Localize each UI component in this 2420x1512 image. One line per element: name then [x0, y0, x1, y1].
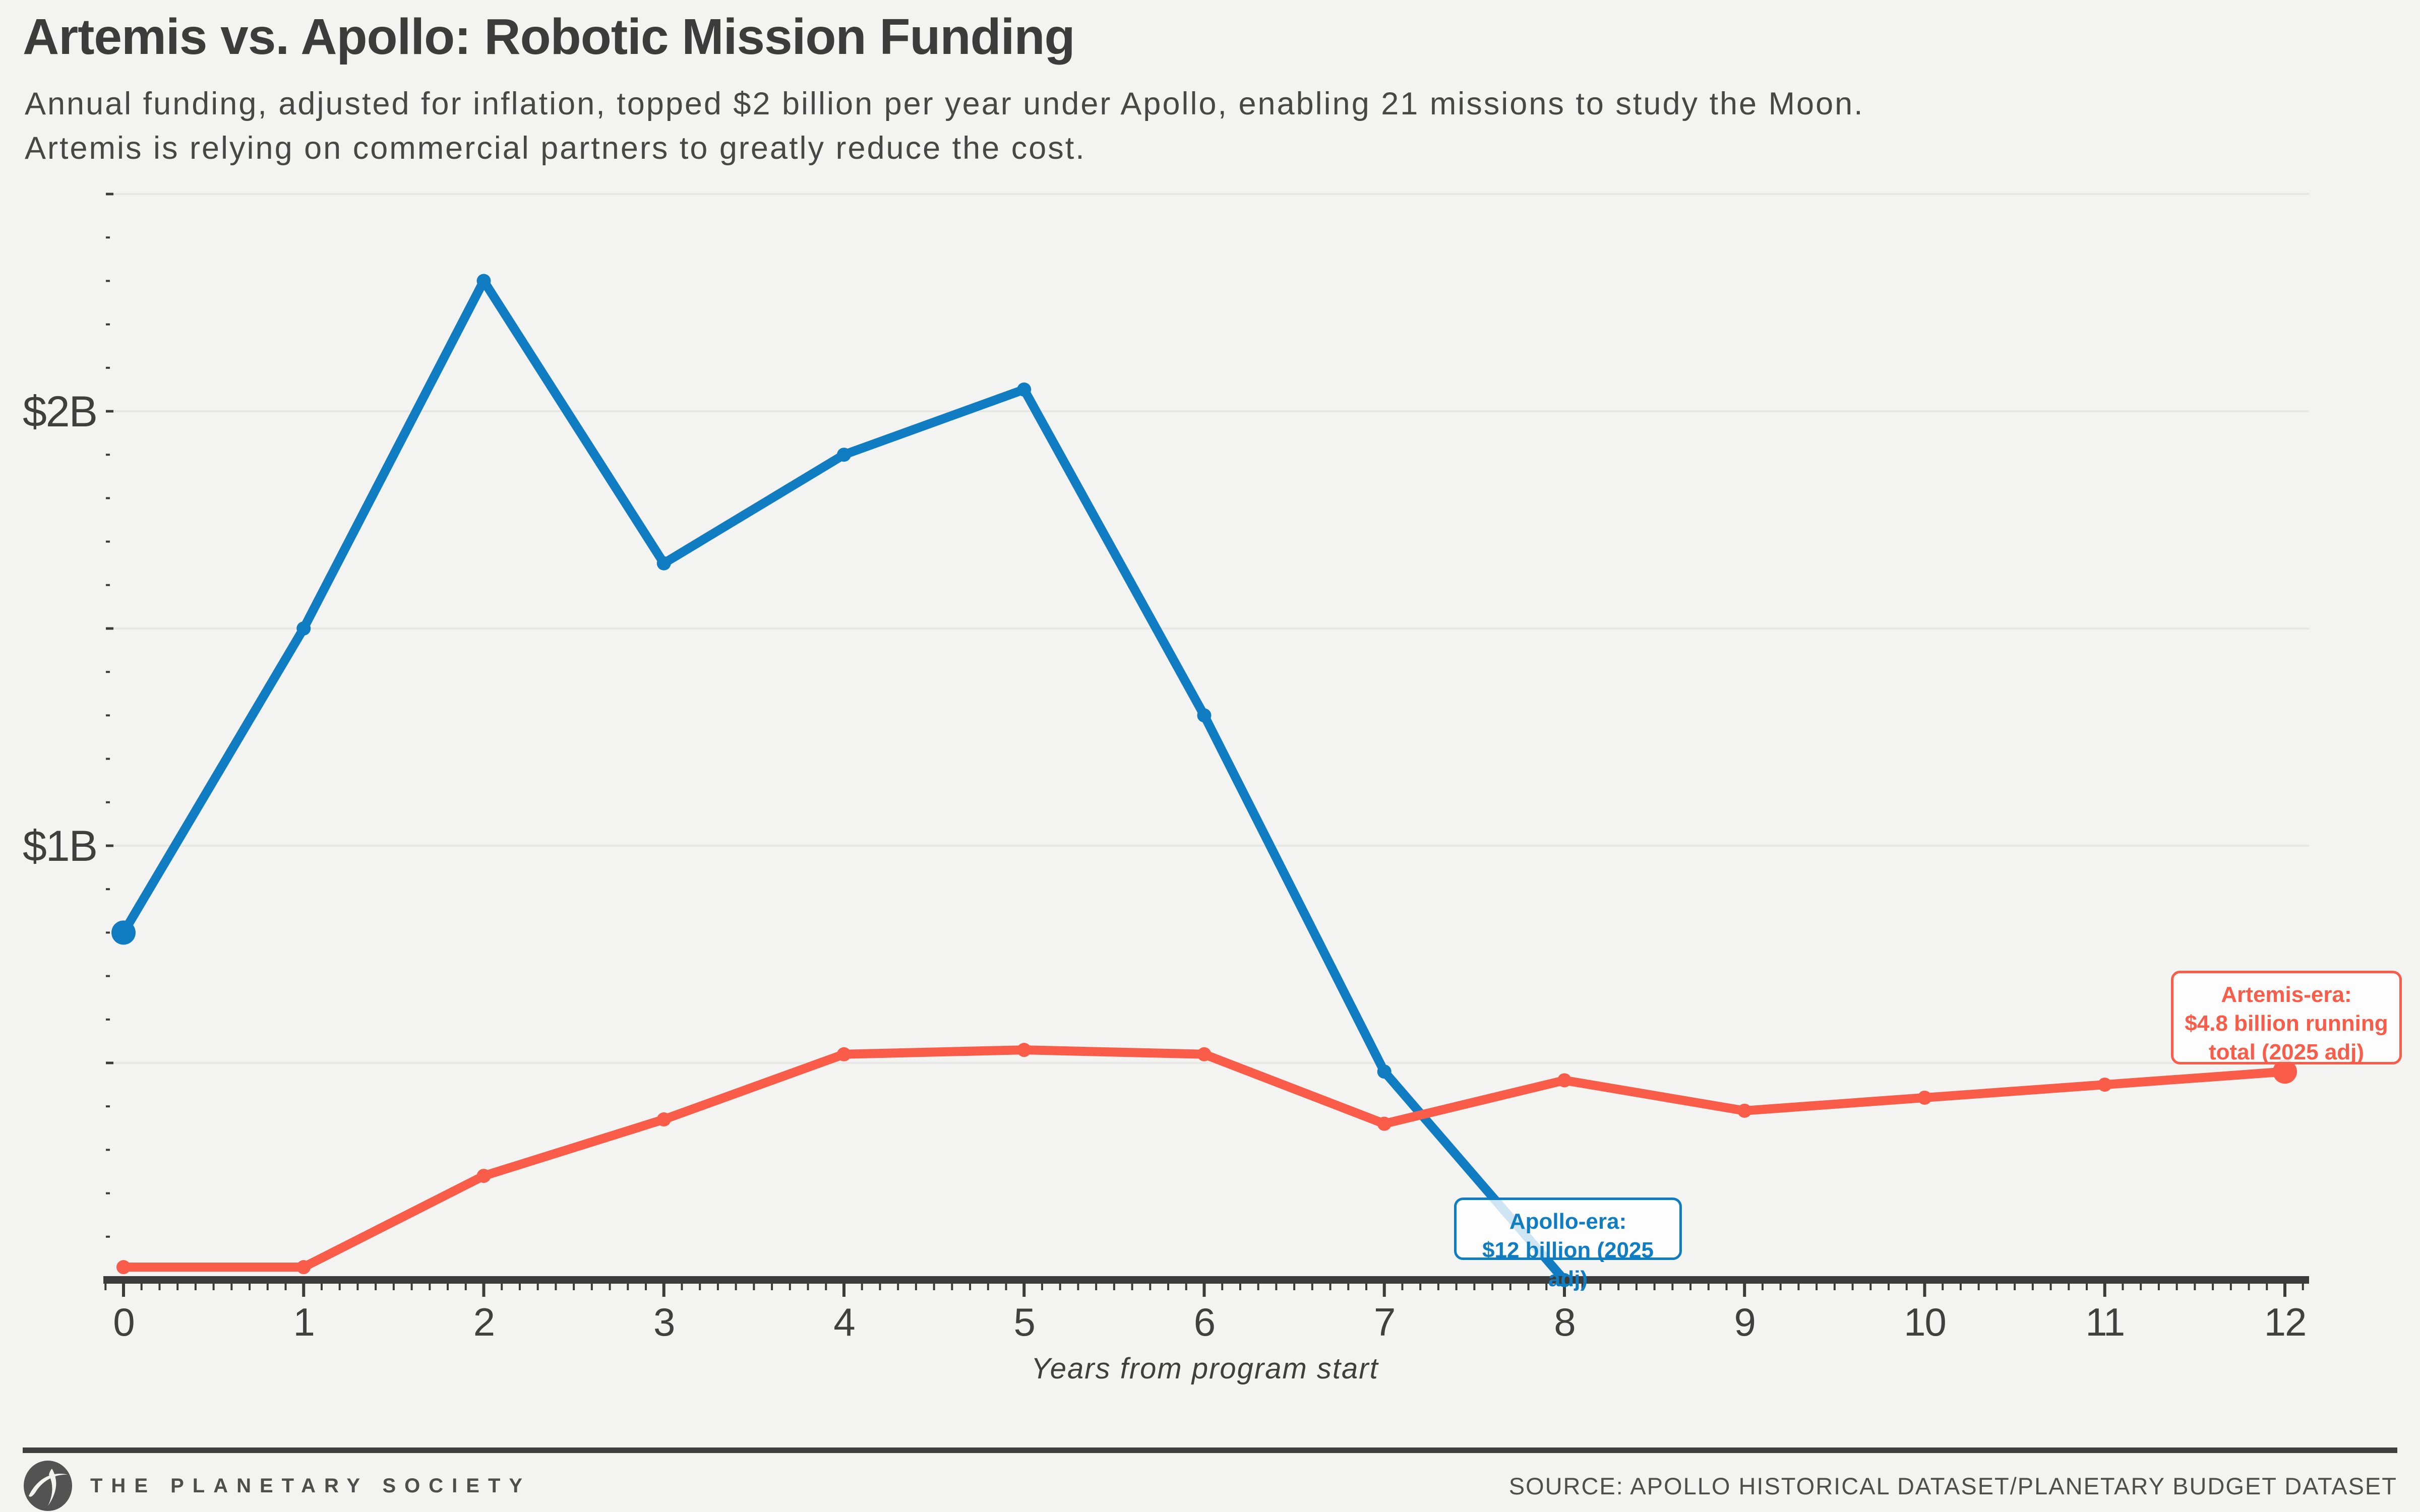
artemis-annotation-line-2: $4.8 billion running: [2185, 1011, 2388, 1036]
data-point-marker: [1017, 382, 1032, 397]
data-point-marker: [1197, 1047, 1212, 1061]
data-point-marker: [296, 621, 311, 636]
x-tick-label: 0: [113, 1300, 134, 1344]
subtitle-line-2: Artemis is relying on commercial partner…: [25, 131, 1086, 166]
subtitle-line-1: Annual funding, adjusted for inflation, …: [25, 86, 1864, 121]
apollo-annotation-line-1: Apollo-era:: [1509, 1209, 1627, 1234]
data-point-marker: [476, 1169, 491, 1183]
artemis-annotation-line-1: Artemis-era:: [2221, 982, 2352, 1007]
data-point-marker: [2273, 1059, 2297, 1084]
page-title: Artemis vs. Apollo: Robotic Mission Fund…: [23, 9, 1075, 65]
chart-subtitle: Annual funding, adjusted for inflation, …: [25, 82, 1864, 170]
data-point-marker: [1557, 1073, 1571, 1088]
x-tick-label: 4: [833, 1300, 855, 1344]
data-point-marker: [837, 1047, 851, 1061]
x-tick-label: 6: [1194, 1300, 1215, 1344]
data-point-marker: [1197, 708, 1212, 723]
x-tick-label: 12: [2264, 1300, 2306, 1344]
x-tick-label: 1: [293, 1300, 314, 1344]
data-point-marker: [476, 274, 491, 288]
y-tick-label: $2B: [23, 388, 97, 436]
brand-lockup: THE PLANETARY SOCIETY: [23, 1460, 531, 1512]
data-point-marker: [296, 1260, 311, 1275]
artemis-annotation-line-3: total (2025 adj): [2208, 1040, 2365, 1064]
source-attribution: SOURCE: APOLLO HISTORICAL DATASET/PLANET…: [1508, 1472, 2397, 1499]
footer: THE PLANETARY SOCIETY SOURCE: APOLLO HIS…: [23, 1460, 2397, 1512]
apollo-total-annotation: Apollo-era: $12 billion (2025 adj): [1454, 1198, 1682, 1291]
x-tick-label: 11: [2085, 1300, 2124, 1344]
x-tick-label: 5: [1014, 1300, 1035, 1344]
data-point-marker: [1917, 1090, 1932, 1105]
x-tick-label: 2: [473, 1300, 494, 1344]
data-point-marker: [1737, 1103, 1752, 1118]
planetary-society-logo: [24, 1461, 72, 1511]
x-tick-label: 10: [1904, 1300, 1946, 1344]
brand-name: THE PLANETARY SOCIETY: [90, 1474, 531, 1497]
data-point-marker: [656, 1112, 671, 1127]
artemis-total-annotation: Artemis-era: $4.8 billion running total …: [2171, 971, 2402, 1064]
data-point-marker: [1377, 1064, 1392, 1079]
x-tick-label: 7: [1374, 1300, 1395, 1344]
x-tick-label: 3: [653, 1300, 674, 1344]
data-point-marker: [111, 920, 136, 945]
y-tick-label: $1B: [23, 822, 97, 870]
footer-divider: [23, 1447, 2397, 1453]
x-tick-label: 8: [1554, 1300, 1575, 1344]
series-line: [119, 1045, 2289, 1272]
data-point-marker: [837, 448, 851, 462]
data-point-marker: [1377, 1116, 1392, 1131]
data-point-marker: [2097, 1078, 2112, 1092]
x-axis-line: [103, 1276, 2309, 1284]
series-line: [119, 276, 1569, 1285]
x-axis-title: Years from program start: [1031, 1352, 1379, 1385]
data-point-marker: [116, 1260, 131, 1275]
apollo-annotation-line-2: $12 billion (2025 adj): [1482, 1238, 1654, 1291]
data-point-marker: [1017, 1043, 1032, 1057]
x-tick-label: 9: [1734, 1300, 1755, 1344]
data-point-marker: [656, 556, 671, 571]
